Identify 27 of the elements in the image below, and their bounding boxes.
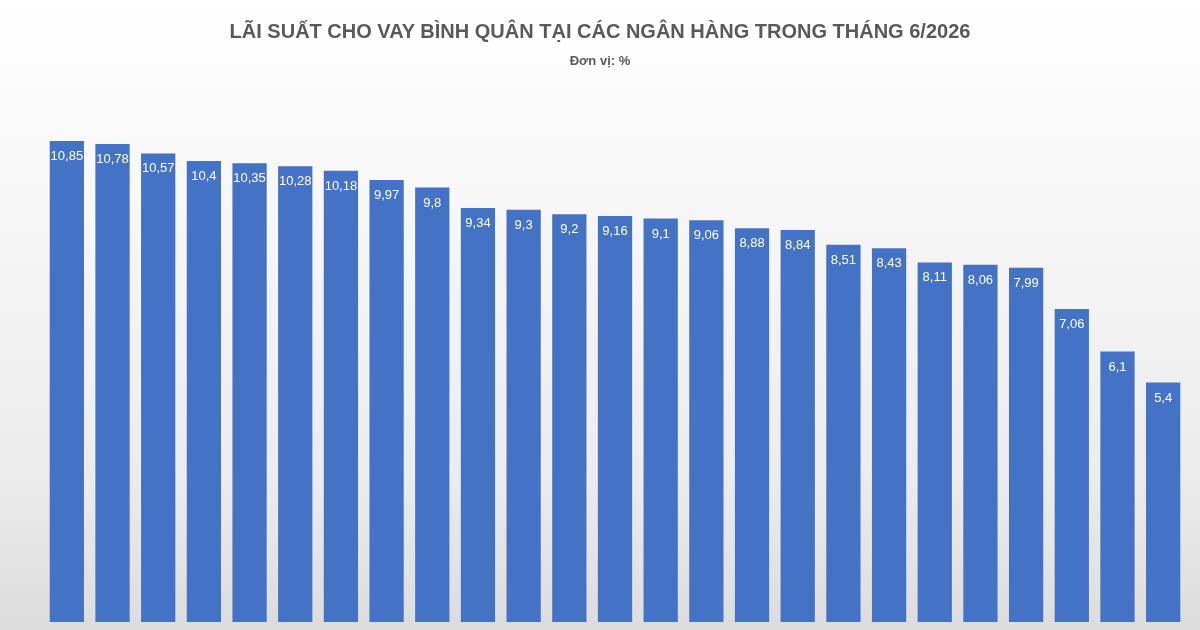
data-label: 10,18 <box>324 177 358 193</box>
data-label: 9,97 <box>373 187 400 203</box>
data-label: 9,1 <box>651 225 670 241</box>
data-label: 7,99 <box>1013 274 1039 290</box>
data-label: 9,3 <box>514 216 533 232</box>
data-label: 8,11 <box>922 269 947 285</box>
data-label: 8,84 <box>785 237 811 253</box>
data-label: 10,78 <box>96 151 129 167</box>
data-label: 10,57 <box>141 160 175 176</box>
data-label: 5,4 <box>1154 389 1173 405</box>
data-label: 10,35 <box>233 170 266 186</box>
data-label: 9,06 <box>693 227 720 243</box>
data-label: 9,16 <box>602 222 628 238</box>
data-label: 9,2 <box>560 221 579 237</box>
data-label: 8,43 <box>876 255 902 271</box>
data-label: 10,85 <box>50 148 84 163</box>
data-label: 9,8 <box>423 194 442 210</box>
data-label: 9,34 <box>465 214 491 230</box>
data-label: 8,51 <box>830 251 857 267</box>
data-label: 10,28 <box>278 173 312 189</box>
data-label: 7,06 <box>1059 316 1085 332</box>
chart-title: LÃI SUẤT CHO VAY BÌNH QUÂN TẠI CÁC NGÂN HÀNG TRONG THÁNG 6/2026 <box>229 19 971 42</box>
data-label: 10,4 <box>191 167 217 183</box>
data-label: 8,06 <box>967 271 994 287</box>
chart-subtitle: Đơn vị: % <box>569 53 631 68</box>
data-label: 8,88 <box>739 235 765 251</box>
data-label: 6,1 <box>1108 358 1127 374</box>
